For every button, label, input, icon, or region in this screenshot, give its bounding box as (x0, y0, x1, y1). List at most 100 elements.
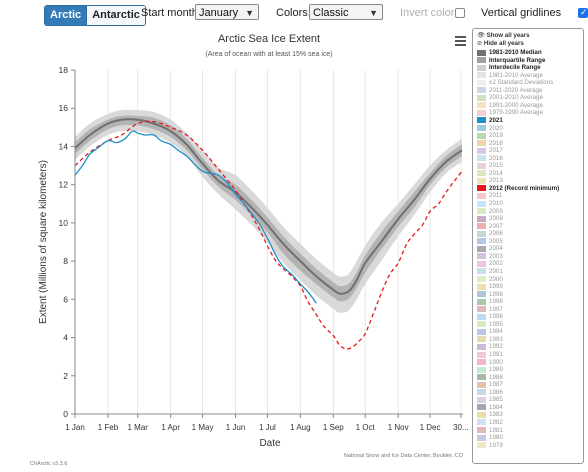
invert-colors-checkbox[interactable] (455, 8, 465, 18)
y-axis-ticks: 0 2 4 6 8 10 12 14 16 18 (59, 65, 75, 419)
legend-item[interactable]: 2014 (477, 170, 503, 177)
legend-item[interactable]: 2011-2020 Average (477, 87, 542, 94)
legend-item[interactable]: 1993 (477, 336, 503, 343)
legend-label: 2008 (489, 215, 503, 223)
legend-item[interactable]: 2001-2010 Average (477, 94, 543, 101)
legend-item[interactable]: 1988 (477, 374, 503, 381)
legend-swatch (477, 343, 486, 350)
legend-item[interactable]: 1994 (477, 328, 503, 335)
legend-item[interactable]: 2003 (477, 253, 503, 260)
x-tick-label: 1 Mar (127, 423, 148, 432)
legend-item[interactable]: 1979-1990 Average (477, 109, 543, 116)
legend-label: 1992 (489, 343, 503, 351)
legend-label: 1984 (489, 403, 503, 411)
start-month-select[interactable]: January ▼ (195, 4, 259, 20)
x-axis-label: Date (259, 438, 281, 449)
legend-item[interactable]: 2019 (477, 132, 503, 139)
legend-swatch (477, 215, 486, 222)
x-tick-label: 1 Oct (356, 423, 376, 432)
legend-item[interactable]: 2011 (477, 192, 502, 199)
legend-item[interactable]: 2001 (477, 268, 503, 275)
legend-item[interactable]: 1996 (477, 313, 503, 320)
legend-label: 1996 (489, 298, 503, 306)
legend-label: Interquartile Range (489, 56, 546, 64)
version-label: ChArctic v3.3.6 (30, 461, 68, 467)
y-tick-label: 2 (63, 371, 68, 381)
legend-item[interactable]: 1981-2010 Average (477, 72, 543, 79)
y-tick-label: 4 (63, 333, 68, 343)
legend-swatch (477, 283, 486, 290)
legend-item[interactable]: 1980 (477, 434, 503, 441)
arctic-button[interactable]: Arctic (45, 6, 87, 25)
legend-label: 1990 (489, 358, 503, 366)
legend-swatch (477, 162, 486, 169)
x-tick-label: 1 Apr (161, 423, 180, 432)
legend-item[interactable]: Interdecile Range (477, 64, 541, 71)
legend-item[interactable]: 1991 (477, 351, 503, 358)
legend-item[interactable]: 2008 (477, 215, 503, 222)
legend-swatch (477, 132, 486, 139)
hamburger-menu-icon[interactable] (455, 36, 466, 46)
legend-item[interactable]: 2002 (477, 260, 503, 267)
x-tick-label: 1 Aug (290, 423, 310, 432)
legend-item[interactable]: 2015 (477, 162, 503, 169)
legend-item[interactable]: 1984 (477, 404, 503, 411)
legend-item[interactable]: 2020 (477, 125, 503, 132)
legend-item[interactable]: 1981-2010 Median (477, 49, 542, 56)
legend-item[interactable]: 2013 (477, 177, 503, 184)
legend-swatch (477, 374, 486, 381)
legend-item[interactable]: 1985 (477, 396, 503, 403)
y-tick-label: 18 (59, 65, 69, 75)
legend-item[interactable]: 1982 (477, 419, 503, 426)
legend-item[interactable]: 1981 (477, 427, 503, 434)
legend-swatch (477, 359, 486, 366)
legend-label: 2001 (489, 267, 503, 275)
legend-item[interactable]: 1998 (477, 291, 503, 298)
chart-title: Arctic Sea Ice Extent (217, 33, 321, 45)
legend-item[interactable]: 2005 (477, 238, 503, 245)
legend-item[interactable]: 1995 (477, 321, 503, 328)
hide-all-years-button[interactable]: ⊘ Hide all years (477, 40, 524, 47)
legend-label: 2005 (489, 237, 503, 245)
legend-item[interactable]: 2021 (477, 117, 503, 124)
chevron-down-icon: ▼ (245, 8, 254, 18)
legend-item[interactable]: 1996 (477, 298, 503, 305)
legend-label: 2012 (Record minimum) (489, 184, 560, 192)
legend-item[interactable]: 2007 (477, 223, 503, 230)
legend-item[interactable]: 1979 (477, 442, 503, 449)
legend-item[interactable]: 2017 (477, 147, 503, 154)
vertical-gridlines-label: Vertical gridlines (481, 7, 562, 19)
chart-subtitle: (Area of ocean with at least 15% sea ice… (205, 51, 333, 58)
legend-item[interactable]: 2004 (477, 245, 503, 252)
legend-item[interactable]: ±2 Standard Deviations (477, 79, 553, 86)
legend-item[interactable]: 2018 (477, 140, 503, 147)
legend-item[interactable]: Interquartile Range (477, 57, 545, 64)
legend-swatch (477, 396, 486, 403)
legend-item[interactable]: 1989 (477, 366, 503, 373)
legend-item[interactable]: 1987 (477, 381, 503, 388)
legend-item[interactable]: 2000 (477, 276, 503, 283)
legend-label: 1991 (489, 351, 503, 358)
legend-item[interactable]: 2006 (477, 230, 503, 237)
colors-select[interactable]: Classic ▼ (309, 4, 383, 20)
show-all-years-button[interactable]: 👁 Show all years (477, 32, 530, 39)
x-tick-label: 1 Sep (323, 423, 344, 432)
legend-item[interactable]: 1990 (477, 359, 503, 366)
legend-item[interactable]: 1997 (477, 306, 503, 313)
legend-item[interactable]: 2016 (477, 155, 503, 162)
legend-item[interactable]: 1983 (477, 411, 503, 418)
legend-label: 1983 (489, 411, 503, 419)
legend-item[interactable]: 1992 (477, 343, 503, 350)
legend-item[interactable]: 1991-2000 Average (477, 102, 543, 109)
legend-item[interactable]: 1999 (477, 283, 503, 290)
vertical-gridlines-checkbox[interactable] (578, 7, 588, 18)
eye-slash-icon: ⊘ (477, 40, 483, 47)
legend-swatch (477, 253, 486, 260)
legend-item[interactable]: 2012 (Record minimum) (477, 185, 559, 192)
legend-item[interactable]: 2009 (477, 208, 503, 215)
legend-label: 1985 (489, 396, 503, 404)
legend-item[interactable]: 1986 (477, 389, 503, 396)
legend-item[interactable]: 2010 (477, 200, 503, 207)
x-tick-label: 30... (453, 423, 469, 432)
antarctic-button[interactable]: Antarctic (86, 6, 145, 25)
